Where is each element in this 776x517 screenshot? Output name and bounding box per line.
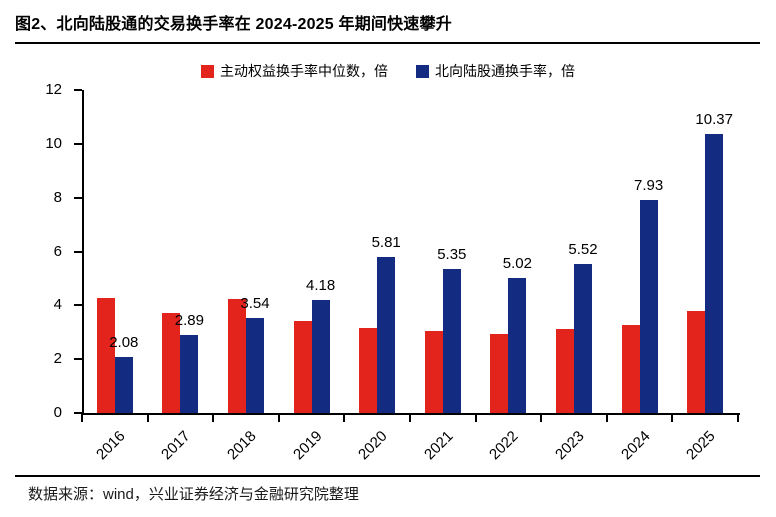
y-axis-line <box>82 90 84 415</box>
bar-blue-2025 <box>705 133 724 413</box>
x-axis-tick <box>81 413 83 422</box>
red-series-swatch-icon <box>201 64 214 78</box>
y-axis-tick <box>74 304 82 307</box>
x-axis-tick <box>212 413 215 422</box>
bar-red-2024 <box>621 324 640 413</box>
data-source-note: 数据来源：wind，兴业证券经济与金融研究院整理 <box>28 486 359 503</box>
blue-series-swatch-icon <box>416 64 429 78</box>
bar-red-2020 <box>359 327 378 413</box>
x-axis-tick <box>343 413 346 422</box>
x-axis-line <box>82 413 740 415</box>
x-axis-tick <box>605 413 608 422</box>
bar-red-2019 <box>293 321 312 413</box>
bar-red-2018 <box>228 298 246 413</box>
bar-red-2017 <box>162 312 181 413</box>
data-label-2022: 5.02 <box>502 254 532 272</box>
bar-blue-2019 <box>311 300 330 413</box>
y-axis-tick-label: 2 <box>53 350 62 368</box>
chart-title: 图2、北向陆股通的交易换手率在 2024-2025 年期间快速攀升 <box>15 16 452 33</box>
x-axis-tick <box>540 413 543 422</box>
legend-item-red-series: 主动权益换手率中位数，倍 <box>201 61 388 81</box>
x-axis-tick <box>671 413 674 422</box>
y-axis-tick <box>74 196 82 199</box>
data-label-2025: 10.37 <box>695 110 733 128</box>
y-axis-tick-label: 12 <box>45 81 62 98</box>
data-label-2016: 2.08 <box>109 334 139 351</box>
data-label-2020: 5.81 <box>371 233 401 251</box>
bar-red-2021 <box>424 330 443 413</box>
x-axis-tick <box>474 413 477 422</box>
bar-blue-2016 <box>114 357 133 413</box>
y-axis-tick-label: 10 <box>45 134 62 152</box>
y-axis-tick <box>74 358 82 361</box>
y-axis-tick-label: 0 <box>53 404 62 421</box>
y-axis-tick-label: 8 <box>53 188 62 206</box>
bar-red-2023 <box>556 329 574 413</box>
bar-red-2025 <box>687 310 706 413</box>
y-axis-tick <box>74 412 82 414</box>
bar-blue-2018 <box>246 317 264 413</box>
x-axis-tick <box>737 413 739 422</box>
bar-blue-2022 <box>508 277 527 413</box>
footer-divider <box>15 475 760 477</box>
legend-label: 主动权益换手率中位数，倍 <box>220 63 388 79</box>
data-label-2021: 5.35 <box>437 245 467 263</box>
data-label-2019: 4.18 <box>305 277 336 295</box>
bar-blue-2021 <box>442 268 461 413</box>
y-axis-tick <box>74 89 82 91</box>
y-axis-tick <box>74 250 82 253</box>
title-divider <box>15 42 760 44</box>
bar-blue-2024 <box>639 199 658 413</box>
bar-red-2022 <box>490 333 509 413</box>
y-axis-tick-label: 6 <box>53 242 62 260</box>
data-label-2018: 3.54 <box>240 294 270 312</box>
bar-blue-2023 <box>574 264 592 413</box>
bar-red-2016 <box>96 297 115 413</box>
data-label-2017: 2.89 <box>174 312 204 330</box>
data-label-2023: 5.52 <box>568 241 598 259</box>
x-axis-tick <box>277 413 280 422</box>
bar-blue-2017 <box>180 335 199 413</box>
legend-label: 北向陆股通换手率，倍 <box>435 63 575 79</box>
x-axis-tick <box>409 413 411 422</box>
legend-item-blue-series: 北向陆股通换手率，倍 <box>416 61 575 81</box>
data-label-2024: 7.93 <box>633 176 664 194</box>
bar-blue-2020 <box>377 256 396 413</box>
legend: 主动权益换手率中位数，倍 北向陆股通换手率，倍 <box>0 61 776 81</box>
x-axis-tick <box>146 413 149 422</box>
y-axis-tick <box>74 142 82 145</box>
y-axis-tick-label: 4 <box>53 296 62 314</box>
